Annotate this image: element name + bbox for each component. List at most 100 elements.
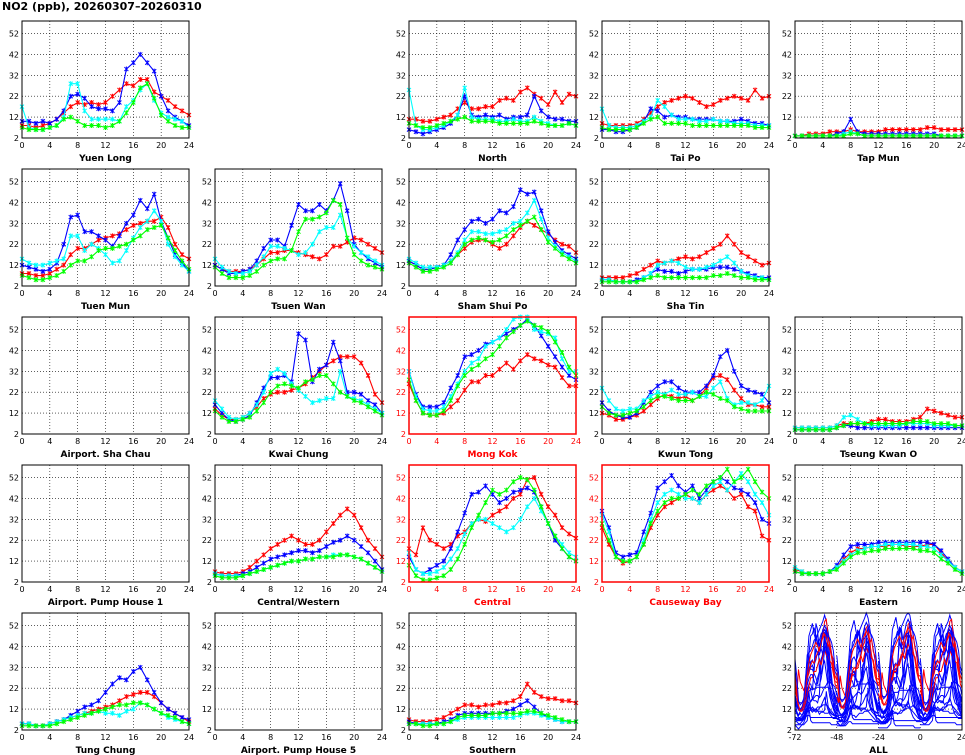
data-point-cyan <box>724 118 730 124</box>
data-point-red <box>545 362 551 368</box>
data-point-blue <box>876 539 881 545</box>
data-point-green <box>613 127 619 133</box>
data-point-blue <box>669 379 674 385</box>
data-point-cyan <box>724 487 730 493</box>
data-point-cyan <box>676 391 681 397</box>
data-point-blue <box>504 331 509 337</box>
data-point-blue <box>89 104 94 110</box>
data-point-blue <box>40 118 46 124</box>
data-point-green <box>240 275 246 281</box>
panel-label: Kwai Chung <box>269 450 329 460</box>
data-point-cyan <box>254 262 260 268</box>
data-point-green <box>517 222 523 228</box>
y-tick-label: 52 <box>9 326 19 335</box>
x-tick-label: 16 <box>515 733 525 742</box>
data-point-red <box>731 387 737 393</box>
data-point-green <box>337 389 343 395</box>
data-point-cyan <box>124 708 129 714</box>
data-point-green <box>434 575 440 581</box>
x-tick-label: 0 <box>212 437 217 446</box>
data-point-blue <box>655 266 661 272</box>
data-point-green <box>945 421 951 427</box>
data-point-green <box>938 421 944 427</box>
data-point-green <box>738 275 744 281</box>
x-tick-label: 16 <box>708 289 718 298</box>
x-tick-label: 20 <box>736 141 746 150</box>
data-point-green <box>648 521 654 526</box>
data-point-red <box>462 387 468 393</box>
data-point-red <box>524 85 530 91</box>
data-point-red <box>103 99 108 105</box>
data-point-green <box>559 546 565 552</box>
series-line <box>794 618 838 697</box>
y-tick-label: 2 <box>401 578 406 587</box>
data-point-green <box>752 125 758 131</box>
data-point-cyan <box>124 247 129 253</box>
data-point-cyan <box>620 408 626 414</box>
panel-label: Causeway Bay <box>649 598 721 608</box>
y-tick-label: 2 <box>207 726 212 735</box>
panel-frame <box>408 20 577 139</box>
data-point-red <box>413 552 419 558</box>
y-tick-label: 32 <box>9 219 19 228</box>
data-point-cyan <box>745 479 751 485</box>
y-tick-label: 12 <box>396 557 406 566</box>
x-tick-label: 24 <box>571 141 581 150</box>
data-point-blue <box>344 533 350 539</box>
data-point-green <box>289 558 294 564</box>
x-tick-label: 12 <box>487 437 497 446</box>
data-point-green <box>130 700 136 706</box>
data-point-green <box>275 383 280 389</box>
data-point-red <box>566 91 572 97</box>
data-point-blue <box>317 548 322 554</box>
x-tick-label: 16 <box>515 585 525 594</box>
data-point-cyan <box>469 229 474 235</box>
data-point-cyan <box>848 412 854 418</box>
data-point-green <box>47 723 53 729</box>
x-tick-label: 8 <box>268 733 273 742</box>
data-point-green <box>261 262 267 268</box>
data-point-blue <box>144 60 150 66</box>
x-tick-label: 12 <box>873 141 883 150</box>
data-point-green <box>254 268 260 274</box>
data-point-blue <box>82 95 87 101</box>
data-point-blue <box>337 181 343 187</box>
data-point-blue <box>310 208 315 214</box>
y-tick-label: 52 <box>782 30 792 39</box>
x-tick-label: 8 <box>462 437 467 446</box>
x-tick-label: 20 <box>929 141 939 150</box>
data-point-blue <box>117 233 122 239</box>
data-point-blue <box>738 487 744 493</box>
data-point-green <box>690 398 695 404</box>
data-point-blue <box>323 543 329 549</box>
data-point-red <box>531 222 537 228</box>
data-point-green <box>759 277 765 283</box>
y-tick-label: 12 <box>9 113 19 122</box>
series-line-blue <box>408 485 577 575</box>
data-point-green <box>233 575 239 581</box>
y-tick-label: 42 <box>396 198 406 207</box>
data-point-blue <box>413 129 419 135</box>
data-point-blue <box>731 485 737 491</box>
data-point-red <box>559 375 565 381</box>
data-point-cyan <box>420 264 426 270</box>
data-point-blue <box>47 120 53 126</box>
data-point-cyan <box>337 212 343 218</box>
data-point-blue <box>68 93 74 99</box>
y-tick-label: 2 <box>14 282 19 291</box>
data-point-cyan <box>469 360 474 366</box>
series-line <box>920 659 963 721</box>
data-point-blue <box>648 106 654 112</box>
series-line <box>878 662 921 724</box>
data-point-red <box>883 127 888 133</box>
data-point-red <box>552 512 558 518</box>
data-point-green <box>289 247 294 253</box>
data-point-cyan <box>669 112 674 118</box>
data-point-red <box>358 525 364 531</box>
data-point-green <box>82 122 87 128</box>
data-point-blue <box>731 368 737 374</box>
data-point-green <box>54 721 60 727</box>
x-tick-label: 16 <box>708 141 718 150</box>
data-point-green <box>144 227 150 233</box>
data-point-green <box>75 258 81 264</box>
